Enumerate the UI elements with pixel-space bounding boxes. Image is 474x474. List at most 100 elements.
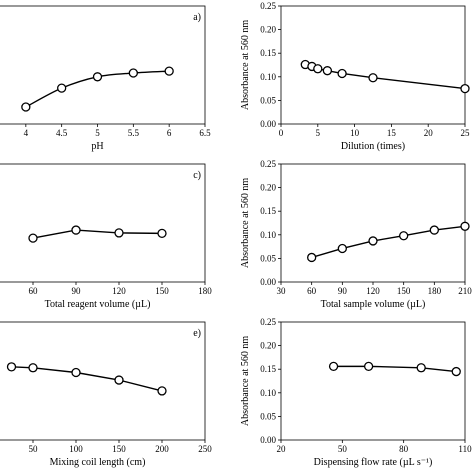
x-tick-label: 180: [428, 286, 442, 296]
x-tick-label: 50: [338, 444, 348, 454]
y-tick-label: 0.25: [260, 1, 276, 11]
plot-frame: [0, 5, 206, 125]
series-line: [311, 225, 466, 259]
chart-panel-c: 30609012015018000.050.100.150.200.25Tota…: [0, 163, 212, 310]
x-tick-label: 150: [397, 286, 411, 296]
y-tick-label: 0.05: [260, 411, 276, 421]
data-point: [157, 228, 167, 239]
data-point: [460, 221, 470, 231]
x-tick-label: 5.5: [128, 128, 140, 138]
x-tick-label: 4: [24, 128, 29, 138]
plot-frame: [0, 321, 206, 441]
series-line: [32, 229, 163, 239]
x-tick-label: 15: [387, 128, 397, 138]
x-tick-label: 0: [279, 128, 284, 138]
x-tick-label: 60: [307, 286, 317, 296]
x-tick-label: 250: [198, 444, 212, 454]
data-point: [71, 225, 81, 235]
y-tick-label: 0.05: [260, 253, 276, 263]
x-axis-title: Total reagent volume (µL): [45, 299, 151, 310]
data-point: [368, 73, 378, 83]
x-tick-label: 120: [112, 286, 126, 296]
y-tick-label: 0.10: [260, 72, 276, 82]
chart-panel-e: 05010015020025000.050.100.150.200.25Mixi…: [0, 321, 212, 468]
data-point: [322, 66, 333, 76]
panel-label: a): [193, 12, 201, 23]
x-tick-label: 80: [399, 444, 409, 454]
x-tick-label: 50: [29, 444, 39, 454]
plot-frame: [280, 163, 466, 283]
data-point: [6, 362, 17, 372]
x-tick-label: 20: [277, 444, 287, 454]
panel-label: c): [193, 170, 201, 181]
data-point: [460, 83, 470, 94]
data-point: [21, 102, 31, 112]
y-tick-label: 0.10: [260, 388, 276, 398]
x-axis-title: Mixing coil length (cm): [50, 457, 146, 468]
data-point: [337, 243, 347, 254]
data-point: [368, 236, 378, 246]
x-tick-label: 25: [461, 128, 471, 138]
plot-frame: [280, 5, 466, 125]
y-tick-label: 0.20: [260, 25, 276, 35]
x-tick-label: 90: [338, 286, 348, 296]
y-tick-label: 0.05: [260, 95, 276, 105]
data-point: [71, 367, 81, 378]
x-tick-label: 6.5: [199, 128, 211, 138]
chart-panel-d: 30 60 90 120 150 180 210 0.00 0.05 0.10 0.15 0.20 0.…: [240, 159, 472, 310]
data-point: [28, 233, 38, 243]
data-point: [128, 68, 138, 78]
x-tick-label: 5: [316, 128, 321, 138]
x-tick-label: 5: [95, 128, 100, 138]
x-tick-label: 6: [167, 128, 172, 138]
data-point: [57, 83, 67, 93]
chart-panel-b: 0 5 10 15 20 25 0.00 0.05 0.10 0.15 0.20 0.25 Diluti…: [240, 1, 470, 152]
x-tick-label: 10: [350, 128, 360, 138]
data-point: [451, 366, 461, 377]
chart-panel-f: 20 50 80 110 0.00 0.05 0.10 0.15 0.20 0.25 Dispens…: [240, 317, 472, 468]
data-point: [363, 361, 374, 372]
x-axis-title: Dispensing flow rate (µL s⁻¹): [314, 457, 433, 468]
x-tick-label: 200: [155, 444, 169, 454]
x-tick-label: 100: [69, 444, 83, 454]
x-tick-label: 210: [458, 286, 472, 296]
y-tick-label: 0.20: [260, 341, 276, 351]
data-point: [337, 68, 347, 79]
y-tick-label: 0.15: [260, 364, 276, 374]
data-point: [92, 72, 103, 82]
data-point: [313, 64, 323, 74]
y-tick-label: 0.00: [260, 277, 276, 287]
series-line: [333, 365, 457, 373]
data-point: [164, 66, 174, 76]
x-tick-label: 150: [112, 444, 126, 454]
y-tick-label: 0.25: [260, 317, 276, 327]
plot-frame: [0, 163, 206, 283]
y-axis-title: Absorbance at 560 nm: [240, 20, 251, 110]
x-tick-label: 120: [366, 286, 380, 296]
panel-label: e): [193, 328, 201, 339]
x-tick-label: 90: [72, 286, 82, 296]
data-point: [114, 375, 124, 385]
x-axis-title: Dilution (times): [341, 141, 405, 152]
x-tick-label: 150: [155, 286, 169, 296]
y-tick-label: 0.00: [260, 119, 276, 129]
y-tick-label: 0.10: [260, 230, 276, 240]
x-tick-label: 180: [198, 286, 212, 296]
data-point: [28, 363, 38, 373]
x-tick-label: 110: [458, 444, 472, 454]
data-point: [307, 252, 317, 263]
plot-frame: [280, 321, 466, 441]
y-axis-title: Absorbance at 560 nm: [240, 178, 251, 268]
x-tick-label: 30: [277, 286, 287, 296]
data-point: [114, 228, 124, 238]
y-tick-label: 0.15: [260, 48, 276, 58]
x-tick-label: 4.5: [56, 128, 68, 138]
x-axis-title: Total sample volume (µL): [321, 299, 426, 310]
data-point: [399, 231, 409, 241]
x-tick-label: 60: [29, 286, 39, 296]
y-tick-label: 0.20: [260, 183, 276, 193]
data-point: [157, 386, 167, 396]
data-point: [429, 225, 439, 235]
chart-panel-a: 3.544.555.566.500.050.100.150.200.25pHa): [0, 5, 211, 152]
